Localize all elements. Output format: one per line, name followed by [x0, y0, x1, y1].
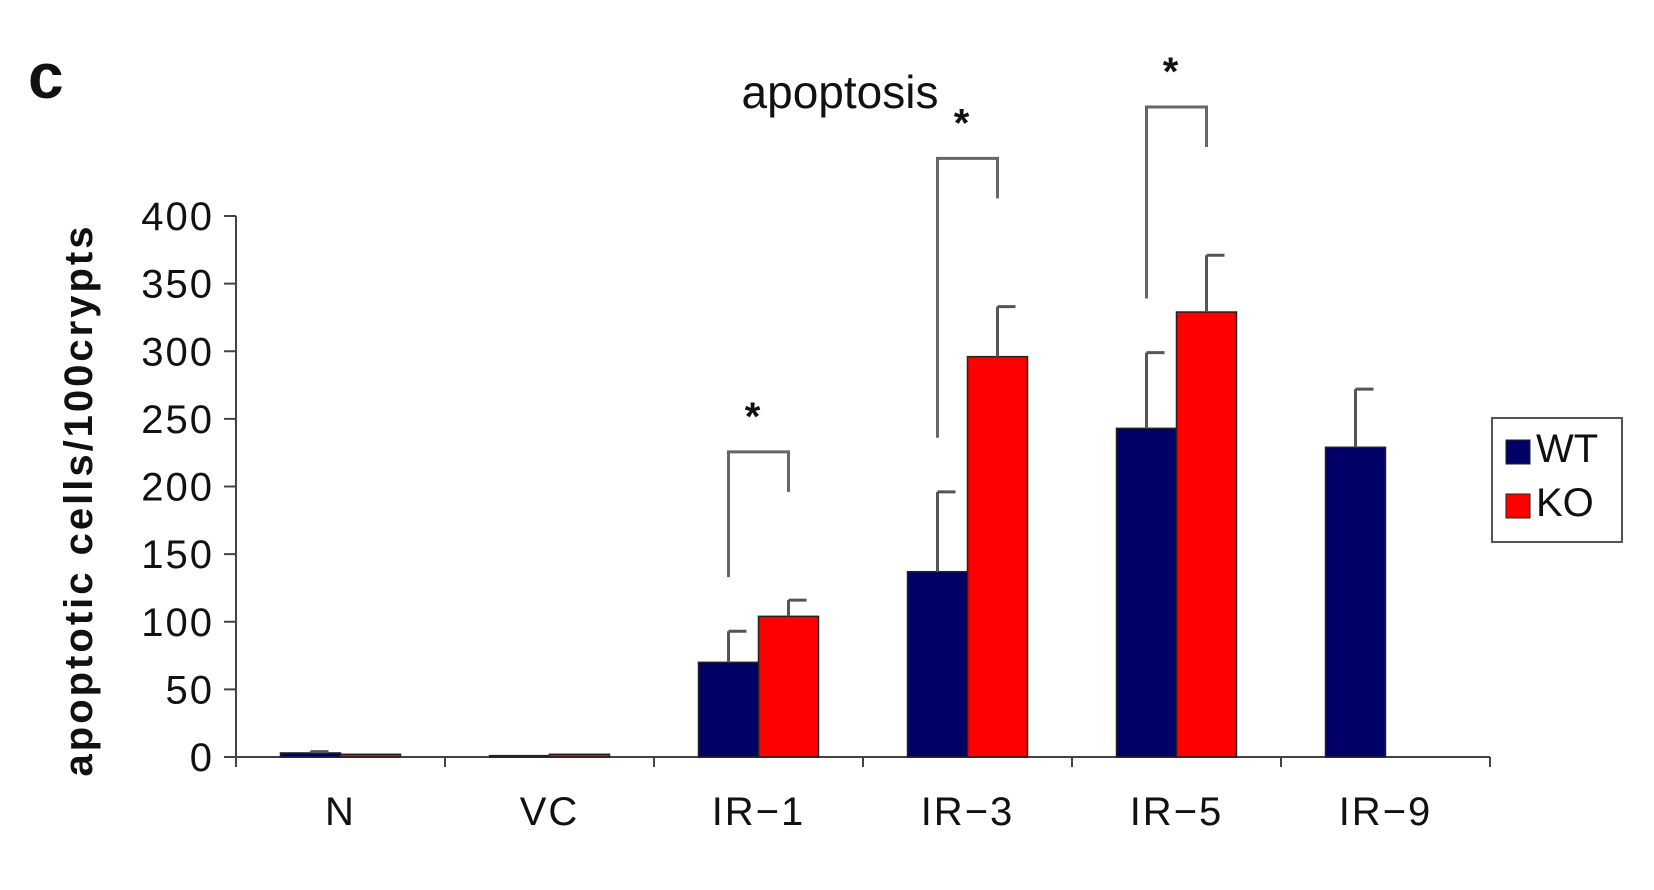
y-tick-label: 200 — [141, 466, 214, 510]
chart-title: apoptosis — [742, 66, 939, 118]
bar-ko-ir-5 — [1175, 311, 1238, 758]
y-tick-label: 250 — [141, 398, 214, 442]
x-tick-label: IR−5 — [1130, 790, 1224, 834]
significance-star: * — [745, 395, 761, 439]
x-tick-label: IR−9 — [1339, 790, 1433, 834]
y-tick-label: 100 — [141, 601, 214, 645]
significance-bracket — [1145, 105, 1208, 299]
axes: 0 50 100 150 200 250 300 350 400 N VC IR−1 IR−3 IR−5 I… — [141, 195, 1491, 834]
legend-swatch-wt — [1505, 439, 1531, 465]
legend-box — [1491, 417, 1623, 543]
bar-ko-ir-1 — [757, 615, 820, 758]
bar-wt-ir-3 — [906, 570, 969, 758]
bar-ko-n — [339, 753, 402, 758]
legend-swatch-ko — [1505, 493, 1531, 519]
y-tick-label: 300 — [141, 330, 214, 374]
y-axis-label: apoptotic cells/100crypts — [57, 224, 101, 777]
significance-star: * — [954, 101, 970, 145]
significance-bracket — [727, 450, 790, 578]
y-tick-label: 150 — [141, 533, 214, 577]
significance-brackets: * * * — [727, 50, 1208, 578]
x-tick-label: IR−1 — [712, 790, 806, 834]
bar-wt-n — [279, 752, 342, 758]
legend: WT KO — [1491, 417, 1623, 543]
y-tick-label: 0 — [190, 736, 214, 780]
legend-label-ko: KO — [1536, 481, 1594, 525]
bar-ko-ir-3 — [966, 355, 1029, 758]
panel-label: c — [28, 40, 64, 112]
bar-wt-ir-9 — [1324, 446, 1387, 758]
bar-wt-vc — [488, 754, 551, 758]
y-tick-label: 350 — [141, 263, 214, 307]
bar-ko-vc — [548, 753, 611, 758]
legend-label-wt: WT — [1536, 427, 1598, 471]
bars — [279, 253, 1387, 758]
x-tick-label: N — [325, 790, 356, 834]
x-tick-label: VC — [520, 790, 580, 834]
y-tick-label: 400 — [141, 195, 214, 239]
bar-wt-ir-5 — [1115, 427, 1178, 758]
x-tick-label: IR−3 — [921, 790, 1015, 834]
y-tick-label: 50 — [166, 668, 215, 712]
significance-bracket — [936, 156, 999, 438]
bar-wt-ir-1 — [697, 661, 760, 758]
significance-star: * — [1163, 50, 1179, 94]
